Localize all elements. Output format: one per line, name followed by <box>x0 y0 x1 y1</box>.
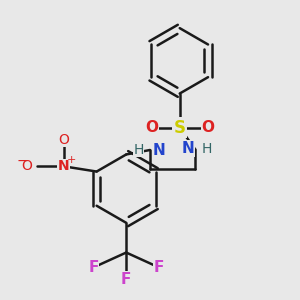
Text: +: + <box>67 155 76 165</box>
Text: H: H <box>202 142 212 155</box>
Text: F: F <box>121 272 131 287</box>
Text: O: O <box>202 120 214 135</box>
Text: O: O <box>22 159 33 173</box>
Text: F: F <box>88 260 99 275</box>
Text: N: N <box>58 159 70 173</box>
Text: H: H <box>134 143 144 157</box>
Text: O: O <box>145 120 158 135</box>
Text: O: O <box>58 133 69 147</box>
Text: F: F <box>154 260 164 275</box>
Text: S: S <box>174 119 186 137</box>
Text: −: − <box>16 153 28 167</box>
Text: N: N <box>182 141 195 156</box>
Text: N: N <box>153 142 166 158</box>
